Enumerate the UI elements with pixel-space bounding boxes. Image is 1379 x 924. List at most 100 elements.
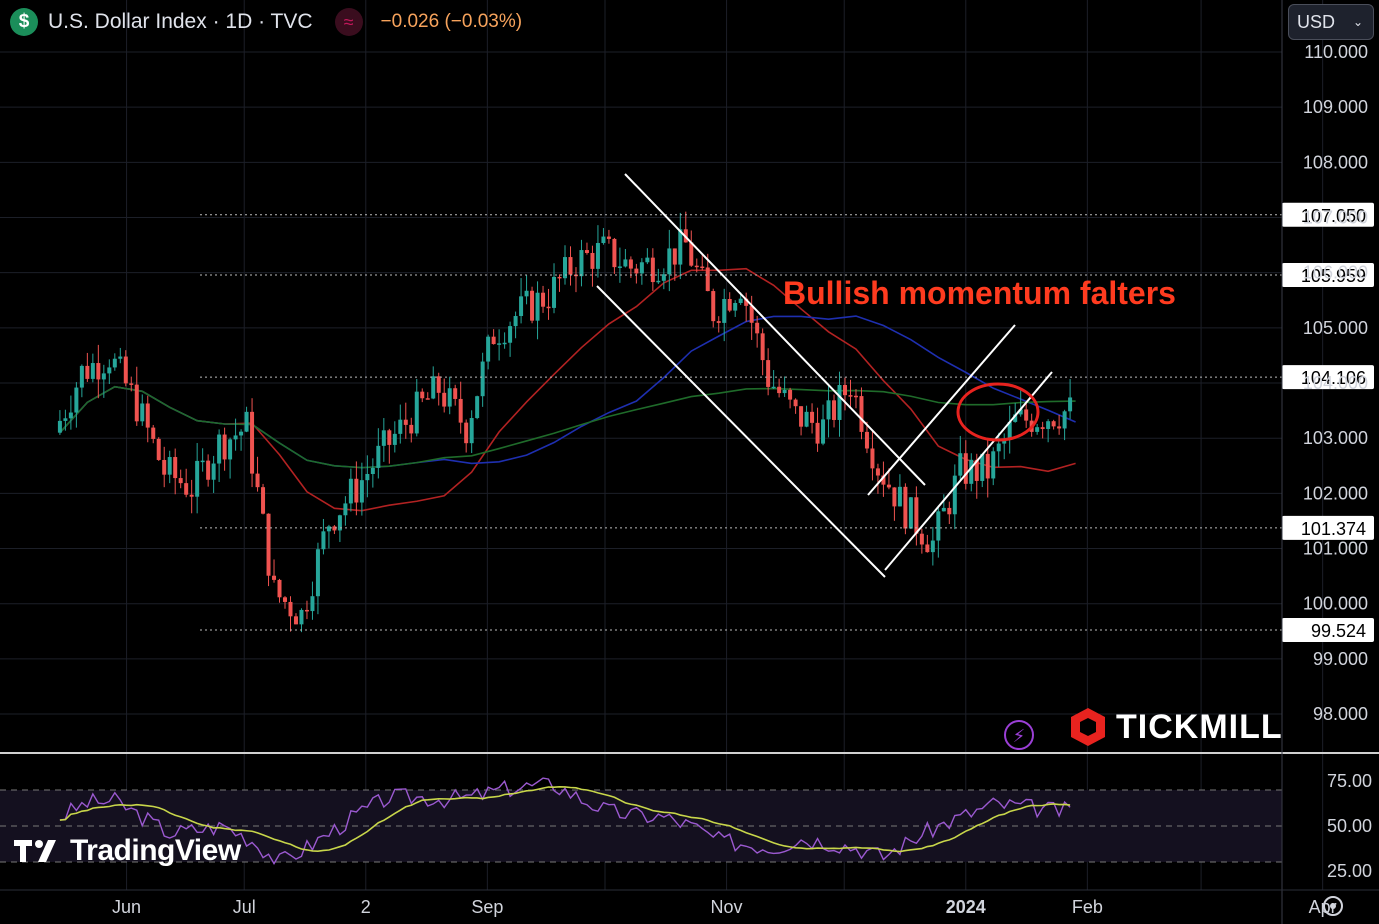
price-tick-label: 110.000 (1304, 42, 1368, 62)
moving-average-line (59, 385, 1076, 469)
annotation-text: Bullish momentum falters (783, 275, 1176, 311)
candle-body (425, 398, 430, 400)
candle-body (634, 268, 639, 274)
candle-body (645, 257, 650, 263)
lightning-icon[interactable] (1004, 720, 1034, 750)
candle-body (579, 250, 584, 277)
candle-body (1007, 421, 1012, 440)
candle-body (650, 257, 655, 283)
candle-body (392, 433, 397, 445)
candle-body (431, 376, 436, 399)
gear-icon-center (1330, 903, 1336, 909)
candle-body (689, 242, 694, 266)
candle-body (546, 306, 551, 309)
symbol-title[interactable]: U.S. Dollar Index · 1D · TVC (48, 10, 313, 33)
candle-body (403, 419, 408, 425)
level-label[interactable]: 101.374 (1301, 519, 1366, 539)
candle-body (678, 229, 683, 265)
candle-body (584, 250, 589, 253)
time-tick-label: Nov (711, 897, 743, 917)
price-tick-label: 106.000 (1303, 263, 1368, 283)
candle-body (848, 395, 853, 397)
candle-body (244, 411, 249, 432)
candle-body (497, 343, 502, 345)
candle-body (903, 486, 908, 529)
candle-body (134, 384, 139, 422)
candle-body (799, 406, 804, 427)
candle-body (79, 365, 84, 388)
highlight-ellipse[interactable] (956, 382, 1040, 442)
candle-body (337, 515, 342, 531)
candle-body (557, 276, 562, 279)
chevron-down-icon: ⌄ (1353, 15, 1364, 29)
time-tick-label: Apr (1309, 897, 1337, 917)
price-tick-label: 102.000 (1303, 483, 1368, 503)
candle-body (228, 439, 233, 460)
candle-body (1051, 421, 1056, 427)
candle-body (359, 480, 364, 503)
level-label[interactable]: 99.524 (1311, 621, 1366, 641)
candle-body (436, 376, 441, 393)
candle-body (595, 243, 600, 269)
candle-body (304, 609, 309, 612)
candle-body (189, 494, 194, 497)
time-tick-label: 2 (361, 897, 371, 917)
candle-body (974, 459, 979, 481)
level-label[interactable]: 104.106 (1301, 368, 1366, 388)
candle-body (222, 434, 227, 460)
level-label-bg (1282, 262, 1374, 287)
candle-body (897, 486, 902, 507)
price-tick-label: 98.000 (1313, 704, 1368, 724)
candle-body (118, 356, 123, 359)
candle-body (513, 316, 518, 327)
candle-body (963, 453, 968, 484)
candle-body (293, 616, 298, 625)
tradingview-watermark: TradingView (14, 834, 241, 868)
candle-body (447, 388, 452, 407)
candle-body (310, 596, 315, 612)
candle-body (414, 391, 419, 434)
candle-body (661, 274, 666, 281)
time-tick-label: Jul (233, 897, 256, 917)
candle-body (672, 248, 677, 265)
candle-body (958, 453, 963, 476)
level-label[interactable]: 107.050 (1301, 206, 1366, 226)
candle-body (57, 420, 62, 433)
candle-body (853, 395, 858, 398)
candle-body (908, 497, 913, 529)
candle-body (453, 388, 458, 399)
candle-body (354, 478, 359, 503)
candle-body (156, 438, 161, 460)
candle-body (744, 298, 749, 306)
tickmill-name: TICKMILL (1116, 707, 1283, 746)
candle-body (502, 342, 507, 345)
candle-body (667, 248, 672, 275)
candle-body (376, 445, 381, 468)
price-tick-label: 108.000 (1303, 152, 1368, 172)
candle-body (288, 601, 293, 617)
candle-body (991, 451, 996, 479)
candle-body (233, 435, 238, 440)
candle-body (1018, 409, 1023, 415)
level-label[interactable]: 105.959 (1301, 266, 1366, 286)
candle-body (919, 533, 924, 545)
candle-body (348, 478, 353, 504)
candle-body (68, 412, 73, 419)
candle-body (195, 460, 200, 497)
currency-select[interactable]: USD ⌄ (1288, 4, 1374, 40)
candle-body (458, 398, 463, 423)
level-label-bg (1282, 202, 1374, 227)
candle-body (239, 431, 244, 436)
candle-body (85, 365, 90, 379)
gear-icon[interactable] (1323, 896, 1343, 916)
candle-body (123, 356, 128, 384)
candle-body (107, 367, 112, 374)
candle-body (914, 497, 919, 534)
candle-body (623, 259, 628, 267)
price-tick-label: 101.000 (1303, 539, 1368, 559)
candle-body (733, 302, 738, 311)
candle-body (969, 459, 974, 484)
candle-body (722, 299, 727, 323)
wave-icon[interactable]: ≈ (334, 8, 363, 36)
